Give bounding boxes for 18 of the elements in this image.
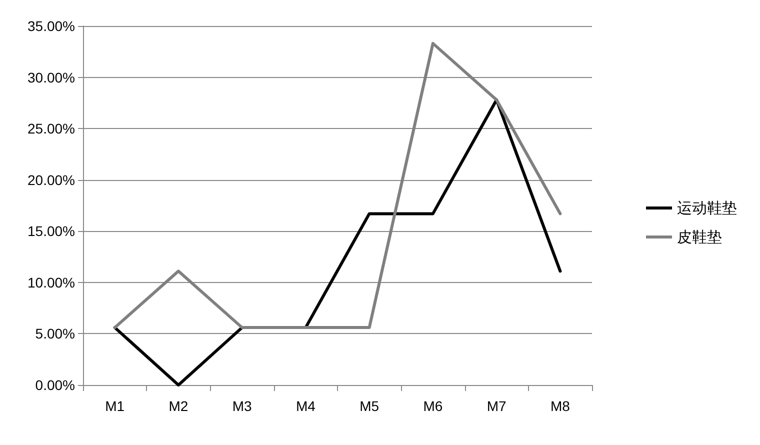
x-tick-label: M7	[486, 398, 506, 414]
x-tick-label: M6	[423, 398, 443, 414]
y-tick-label: 20.00%	[28, 172, 75, 188]
x-tick-label: M1	[105, 398, 125, 414]
x-tick-label: M4	[296, 398, 316, 414]
y-tick-label: 10.00%	[28, 274, 75, 290]
legend-label: 运动鞋垫	[677, 199, 737, 217]
legend-label: 皮鞋垫	[677, 228, 722, 246]
y-tick-label: 25.00%	[28, 120, 75, 137]
x-tick-label: M5	[360, 398, 380, 414]
y-tick-label: 35.00%	[28, 18, 75, 34]
x-tick-label: M3	[232, 398, 252, 414]
y-tick-label: 0.00%	[35, 377, 75, 393]
x-tick-label: M2	[168, 398, 188, 414]
y-tick-label: 15.00%	[28, 223, 75, 240]
y-tick-label: 5.00%	[35, 326, 75, 342]
y-tick-label: 30.00%	[28, 69, 75, 86]
x-tick-label: M8	[550, 398, 570, 414]
